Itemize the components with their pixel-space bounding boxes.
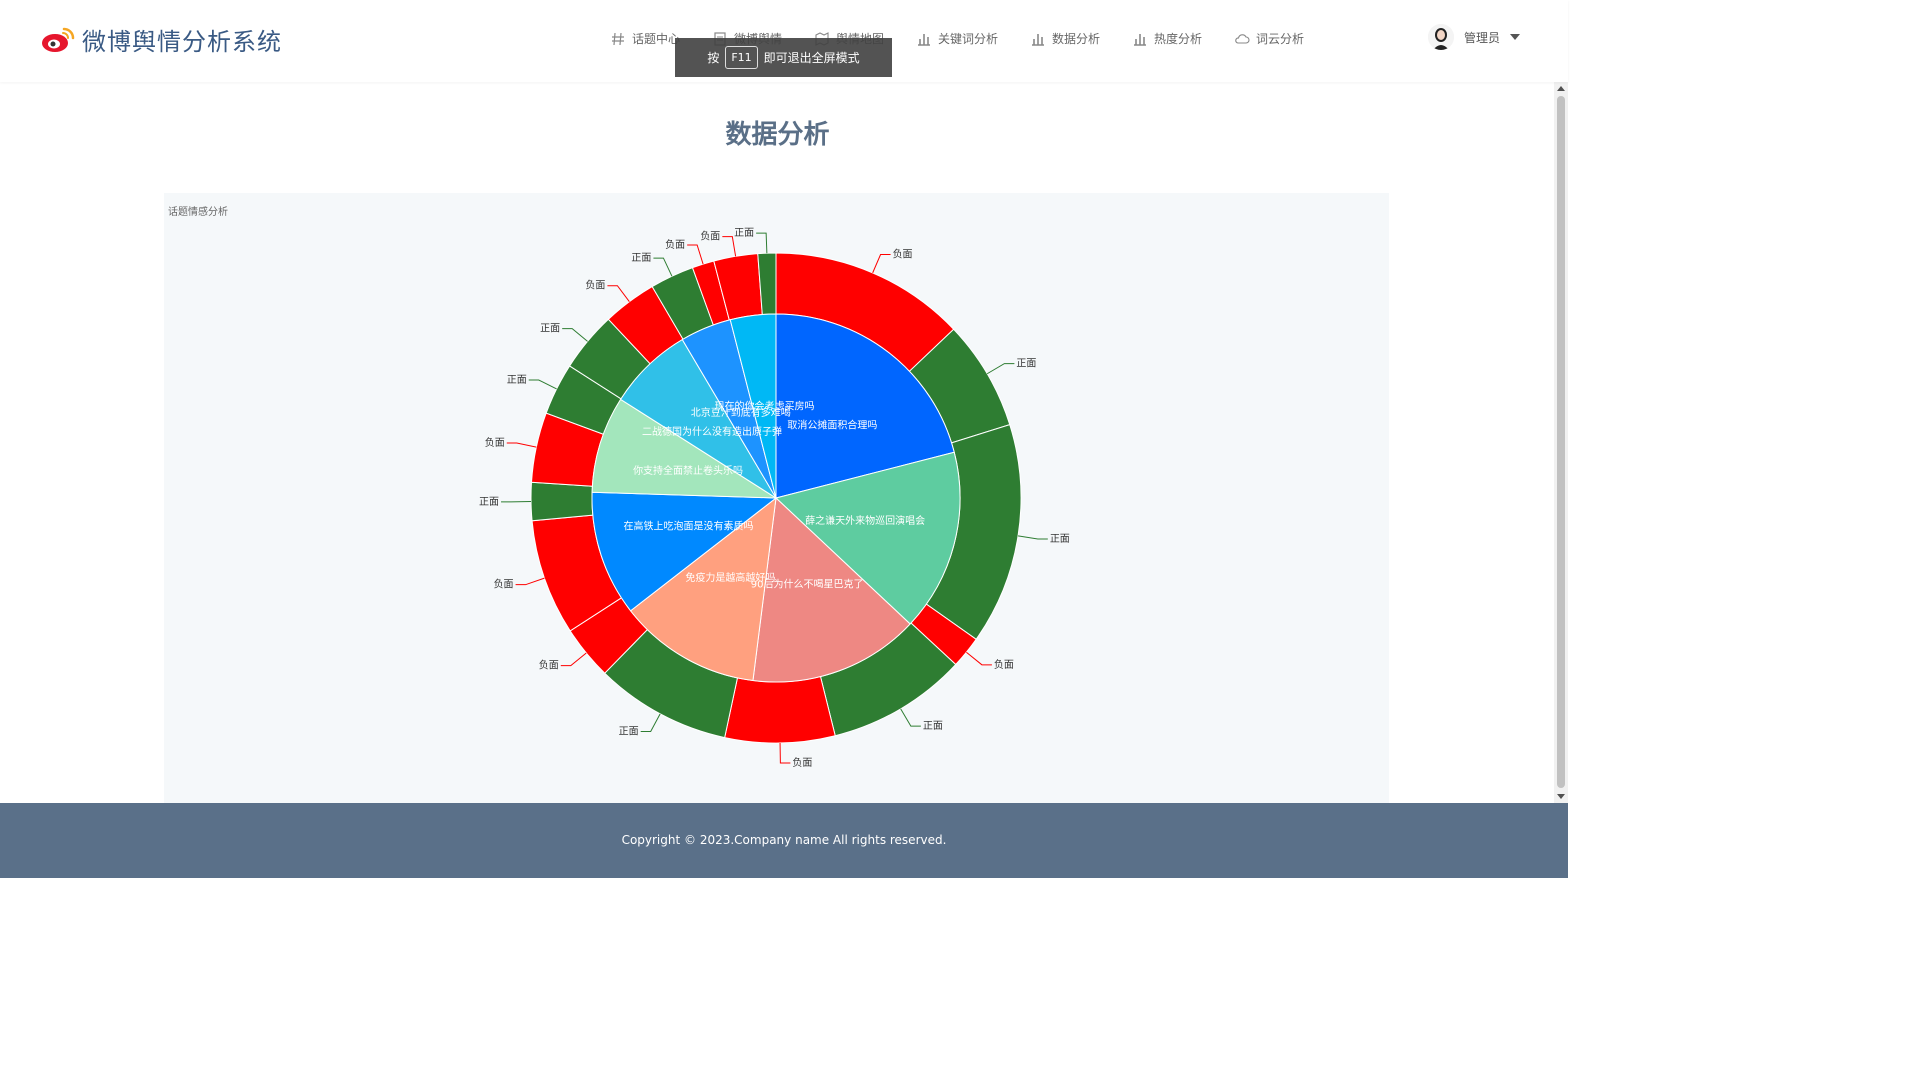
chevron-down-icon[interactable] — [1510, 34, 1520, 40]
topic-slice[interactable] — [775, 313, 955, 499]
app-logo[interactable]: 微博舆情分析系统 — [40, 22, 282, 57]
avatar-icon — [1427, 24, 1454, 50]
sentiment-label-line — [1017, 535, 1048, 540]
nav-label: 关键词分析 — [938, 32, 999, 46]
topic-slice[interactable] — [591, 398, 778, 499]
bar-chart-icon — [1134, 33, 1146, 46]
footer-text: Copyright © 2023.Company name All rights… — [621, 833, 947, 847]
topic-slice[interactable] — [752, 496, 911, 683]
topic-label: 现在的你会考虑买房吗 — [714, 400, 814, 413]
bar-chart-icon — [1032, 33, 1044, 46]
sentiment-label: 正面 — [479, 497, 499, 508]
sentiment-label-line — [756, 232, 768, 254]
sentiment-label-line — [640, 713, 661, 732]
sentiment-label: 正面 — [619, 726, 639, 737]
sentiment-label: 正面 — [923, 721, 943, 732]
footer: Copyright © 2023.Company name All rights… — [0, 803, 1568, 878]
page-title: 数据分析 — [725, 120, 830, 150]
topic-label: 你支持全面禁止卷头乐吗 — [633, 464, 743, 477]
sentiment-label: 负面 — [485, 436, 505, 449]
topic-label: 北京豆汁到底有多难喝 — [691, 406, 791, 419]
scroll-down-arrow-icon[interactable] — [1557, 794, 1565, 799]
sentiment-label-line — [986, 363, 1015, 375]
sentiment-label-line — [722, 236, 737, 257]
nav-wordcloud-analysis[interactable]: 词云分析 — [1234, 30, 1304, 47]
toast-suffix: 即可退出全屏模式 — [763, 51, 860, 65]
user-name: 管理员 — [1463, 30, 1500, 45]
nav-label: 话题中心 — [632, 32, 681, 46]
sentiment-label: 负面 — [665, 238, 685, 251]
topic-label: 二战德国为什么没有造出原子弹 — [642, 425, 782, 438]
scroll-thumb[interactable] — [1557, 96, 1565, 788]
scrollbar[interactable] — [1554, 82, 1568, 803]
topic-label: 90后为什么不喝星巴克了 — [751, 579, 864, 591]
nav-heat-analysis[interactable]: 热度分析 — [1132, 30, 1202, 47]
sentiment-label-line — [562, 328, 588, 342]
sentiment-label: 负面 — [539, 659, 559, 672]
avatar — [1427, 24, 1454, 50]
cloud-icon — [1235, 33, 1250, 44]
toast-prefix: 按 — [707, 51, 720, 65]
topic-label: 在高铁上吃泡面是没有素质吗 — [624, 519, 754, 532]
sentiment-label-line — [560, 652, 587, 667]
user-menu[interactable]: 管理员 — [1427, 24, 1520, 50]
sentiment-label-line — [653, 257, 673, 277]
nav-data-analysis[interactable]: 数据分析 — [1030, 30, 1100, 47]
sentiment-label-line — [515, 577, 545, 586]
topic-label: 取消公摊面积合理吗 — [787, 418, 877, 431]
sentiment-label: 正面 — [1050, 534, 1070, 545]
sentiment-label: 负面 — [700, 230, 720, 243]
bar-chart-icon — [918, 33, 930, 46]
sentiment-label-line — [900, 708, 921, 727]
sentiment-label-line — [607, 285, 630, 303]
toast-key: F11 — [725, 46, 758, 69]
topic-label: 薛之谦天外来物巡回演唱会 — [805, 514, 925, 527]
topic-slice[interactable] — [729, 313, 777, 499]
sentiment-label-line — [687, 244, 704, 265]
sentiment-label-line — [872, 254, 891, 274]
nav-label: 数据分析 — [1052, 32, 1101, 46]
topic-label: 免疫力是越高越好吗 — [685, 571, 775, 584]
scroll-up-arrow-icon[interactable] — [1557, 86, 1565, 91]
sentiment-label-line — [528, 379, 557, 390]
sentiment-label: 正面 — [507, 375, 527, 386]
sentiment-slice[interactable] — [724, 675, 836, 744]
sentiment-label-line — [779, 742, 791, 764]
sentiment-label: 负面 — [585, 279, 605, 292]
sentiment-label: 正面 — [540, 324, 560, 335]
sentiment-label: 负面 — [494, 578, 514, 591]
app-title: 微博舆情分析系统 — [82, 28, 282, 56]
sentiment-label: 负面 — [792, 756, 812, 769]
chart-title: 话题情感分析 — [168, 207, 228, 218]
topic-slice[interactable] — [591, 491, 778, 612]
fullscreen-toast: 按 F11 即可退出全屏模式 — [675, 38, 892, 77]
nav-label: 热度分析 — [1154, 32, 1203, 46]
nav-label: 词云分析 — [1256, 32, 1305, 46]
nav-topic-center[interactable]: 话题中心 — [610, 30, 680, 47]
hash-icon — [612, 32, 624, 45]
sentiment-label: 负面 — [994, 658, 1014, 671]
sentiment-slice[interactable] — [530, 481, 594, 522]
sentiment-label-line — [506, 442, 537, 448]
sentiment-label: 正面 — [734, 228, 754, 239]
nav-keyword-analysis[interactable]: 关键词分析 — [916, 30, 998, 47]
sentiment-label-line — [966, 651, 992, 666]
topic-slice[interactable] — [629, 496, 777, 682]
sentiment-label: 负面 — [893, 248, 913, 261]
topic-slice[interactable] — [774, 451, 961, 625]
chart-panel: 话题情感分析 负面 正面 正面 负面 正面 负面 正面 负面 负面 正面 负面 正面 正面 负面 正面 负面负… — [164, 193, 1389, 803]
sentiment-label: 正面 — [1016, 359, 1036, 370]
weibo-logo-icon — [42, 27, 75, 52]
sentiment-label: 正面 — [631, 253, 651, 264]
